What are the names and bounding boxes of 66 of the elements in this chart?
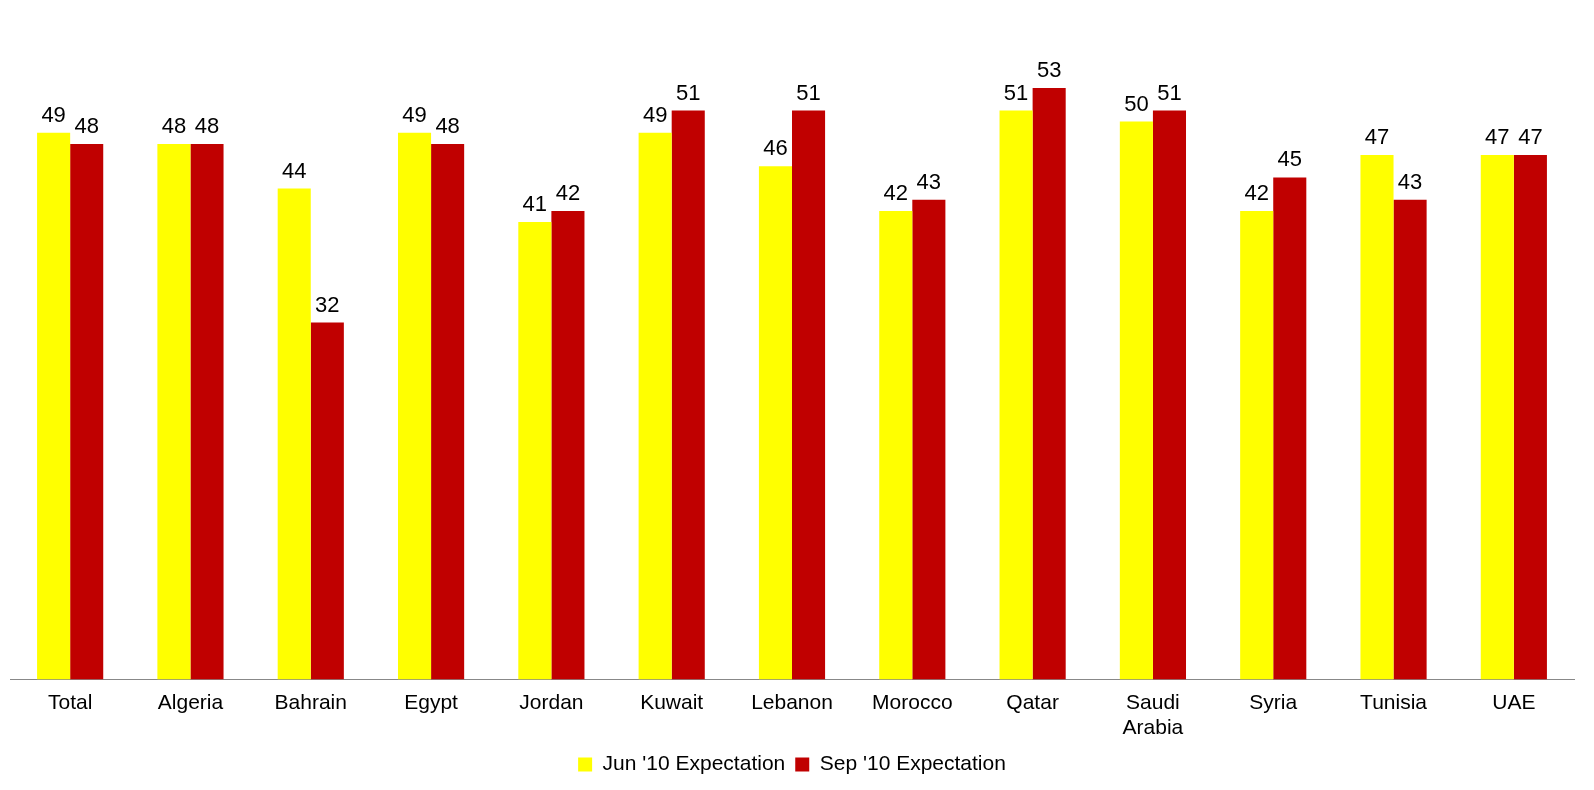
x-tick-label: Tunisia: [1360, 690, 1428, 713]
bar: [792, 110, 826, 680]
bar: [277, 188, 311, 680]
x-tick-label: Algeria: [157, 690, 224, 713]
legend-label: Jun '10 Expectation: [602, 751, 786, 775]
data-label: 42: [555, 179, 581, 205]
x-tick-label: Kuwait: [640, 690, 704, 713]
bar: [551, 210, 585, 680]
data-label: 32: [315, 291, 340, 317]
bar: [671, 110, 705, 680]
bar: [157, 143, 191, 680]
data-label: 47: [1518, 124, 1543, 150]
data-label: 49: [402, 101, 427, 127]
data-label: 48: [194, 112, 220, 138]
data-label: 44: [281, 157, 307, 183]
data-label: 47: [1364, 124, 1390, 150]
data-label: 42: [883, 179, 909, 205]
data-label: 43: [1397, 168, 1423, 194]
bar: [190, 143, 224, 680]
x-tick-label: Qatar: [1006, 690, 1059, 713]
data-label: 46: [763, 135, 788, 161]
bar: [1273, 177, 1307, 680]
data-label: 49: [642, 101, 668, 127]
x-tick-label: UAE: [1492, 690, 1536, 713]
data-label: 51: [1157, 79, 1182, 105]
bar: [310, 322, 344, 680]
x-tick-label: Saudi Arabia: [1122, 690, 1184, 739]
bar: [1032, 88, 1066, 680]
x-tick-label: Syria: [1249, 690, 1298, 713]
bar: [1393, 199, 1427, 680]
bar: [518, 222, 552, 680]
bar: [638, 132, 672, 680]
data-label: 41: [522, 191, 548, 217]
x-tick-label: Morocco: [872, 690, 953, 713]
data-label: 51: [796, 79, 821, 105]
data-label: 51: [1003, 79, 1029, 105]
data-label: 51: [675, 79, 701, 105]
data-label: 48: [161, 112, 187, 138]
data-label: 50: [1124, 90, 1149, 116]
bar: [397, 132, 432, 680]
legend-label: Sep '10 Expectation: [819, 751, 1006, 775]
x-tick-label: Total: [47, 690, 93, 713]
bar: [1152, 110, 1187, 680]
bar: [431, 143, 465, 680]
x-tick-label: Jordan: [519, 690, 584, 713]
data-label: 43: [916, 168, 942, 194]
bar: [912, 199, 946, 680]
bar: [879, 210, 913, 680]
bar: [1119, 121, 1153, 680]
bar: [1240, 210, 1274, 680]
x-tick-label: Lebanon: [751, 690, 833, 713]
bar: [999, 110, 1033, 680]
data-label: 45: [1277, 146, 1303, 172]
x-tick-label: Bahrain: [274, 690, 347, 713]
data-label: 48: [435, 112, 460, 138]
data-label: 48: [74, 112, 99, 138]
bar: [1360, 155, 1394, 680]
bar: [70, 143, 104, 680]
bar: [37, 132, 71, 680]
bar: [1480, 155, 1514, 680]
data-label: 49: [41, 101, 66, 127]
data-label: 53: [1036, 57, 1062, 83]
data-label: 47: [1485, 124, 1510, 150]
bar: [758, 166, 792, 680]
data-label: 42: [1244, 179, 1269, 205]
x-tick-label: Egypt: [404, 690, 459, 713]
